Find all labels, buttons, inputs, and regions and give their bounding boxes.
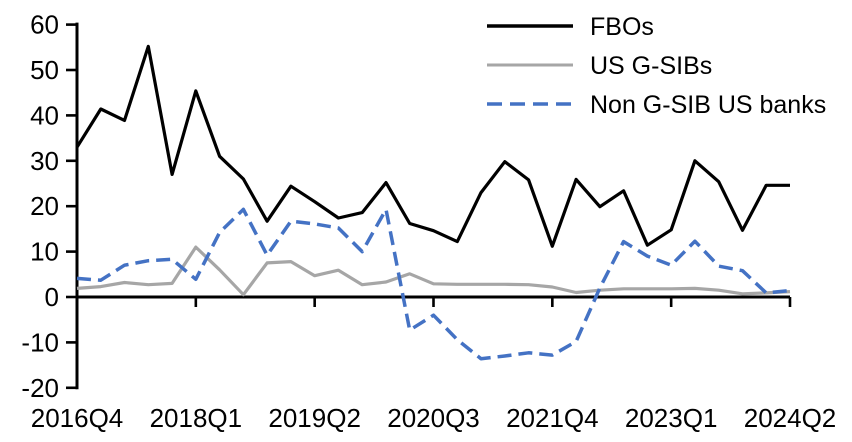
y-tick-label-10: 10 — [30, 237, 59, 267]
y-tick-label-30: 30 — [30, 146, 59, 176]
x-tick-label-2019Q2: 2019Q2 — [268, 403, 361, 433]
y-tick-label--10: -10 — [21, 327, 59, 357]
series-line-us-g-sibs — [76, 245, 791, 297]
x-tick-label-2018Q1: 2018Q1 — [150, 403, 243, 433]
y-tick-label-20: 20 — [30, 191, 59, 221]
x-tick-label-2023Q1: 2023Q1 — [625, 403, 718, 433]
legend-label-us-g-sibs: US G-SIBs — [590, 52, 712, 80]
x-tick-label-2020Q3: 2020Q3 — [387, 403, 480, 433]
y-tick-label-60: 60 — [30, 10, 59, 40]
legend-label-non-g-sib-us-banks: Non G-SIB US banks — [590, 91, 826, 119]
x-tick-label-2016Q4: 2016Q4 — [31, 403, 124, 433]
x-tick-label-2024Q2: 2024Q2 — [744, 403, 837, 433]
y-tick-label-50: 50 — [30, 55, 59, 85]
legend-label-fbos: FBOs — [590, 13, 654, 41]
series-line-fbos — [75, 44, 790, 248]
y-tick-label-40: 40 — [30, 100, 59, 130]
y-tick-label--20: -20 — [21, 373, 59, 403]
series-line-non-g-sib-us-banks — [76, 207, 791, 361]
y-tick-label-0: 0 — [45, 282, 59, 312]
x-tick-label-2021Q4: 2021Q4 — [506, 403, 599, 433]
